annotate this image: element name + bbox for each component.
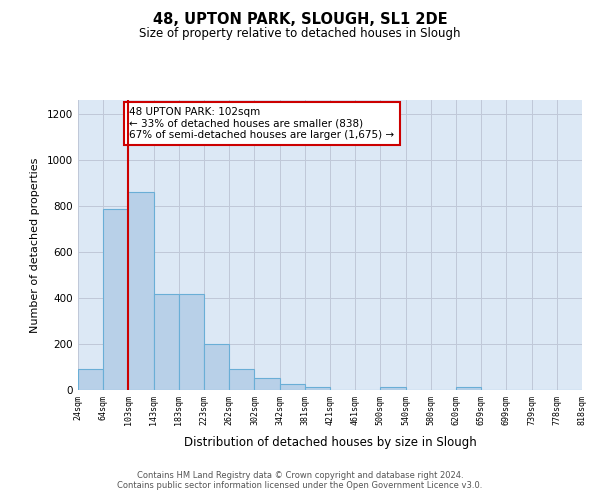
Bar <box>254 378 280 390</box>
Text: Size of property relative to detached houses in Slough: Size of property relative to detached ho… <box>139 28 461 40</box>
Bar <box>103 210 128 390</box>
Text: 48, UPTON PARK, SLOUGH, SL1 2DE: 48, UPTON PARK, SLOUGH, SL1 2DE <box>152 12 448 28</box>
Bar <box>78 370 103 390</box>
Bar <box>457 386 481 390</box>
Bar <box>128 192 154 390</box>
Text: Distribution of detached houses by size in Slough: Distribution of detached houses by size … <box>184 436 476 449</box>
Bar <box>280 384 305 390</box>
Bar <box>179 294 205 390</box>
Bar <box>154 294 179 390</box>
Text: 48 UPTON PARK: 102sqm
← 33% of detached houses are smaller (838)
67% of semi-det: 48 UPTON PARK: 102sqm ← 33% of detached … <box>130 107 395 140</box>
Text: Contains HM Land Registry data © Crown copyright and database right 2024.
Contai: Contains HM Land Registry data © Crown c… <box>118 470 482 490</box>
Bar <box>305 386 330 390</box>
Bar <box>205 344 229 390</box>
Y-axis label: Number of detached properties: Number of detached properties <box>30 158 40 332</box>
Bar <box>229 370 254 390</box>
Bar <box>380 386 406 390</box>
